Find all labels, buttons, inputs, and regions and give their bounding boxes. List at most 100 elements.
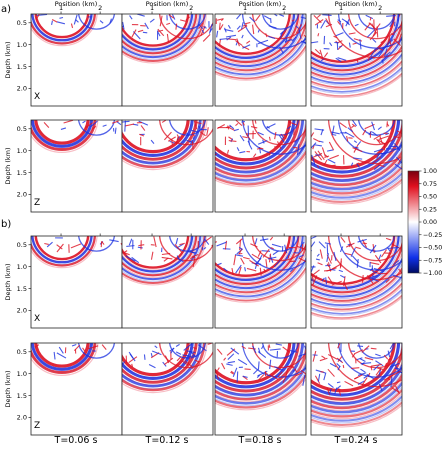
scatter-noise	[369, 267, 374, 272]
scatter-noise	[60, 127, 67, 130]
scatter-noise	[257, 131, 264, 136]
scatter-noise	[140, 125, 146, 131]
scatter-noise	[114, 127, 117, 134]
x-axis-label: Position (km)	[239, 0, 282, 8]
wavefront-halo	[311, 181, 402, 205]
scatter-noise	[44, 242, 49, 245]
scatter-noise	[230, 370, 235, 374]
colorbar-tick-label: −1.00	[423, 270, 442, 277]
x-tick-label: 1	[59, 4, 63, 12]
scatter-noise	[357, 238, 367, 243]
scatter-noise	[316, 253, 320, 257]
scatter-noise	[257, 39, 269, 45]
scatter-noise	[317, 373, 321, 382]
scatter-noise	[56, 244, 63, 250]
wavefront-arc	[158, 343, 213, 369]
wavefront-halo	[311, 14, 398, 65]
wavefront-halo	[215, 147, 306, 184]
scatter-noise	[175, 343, 180, 347]
wavefront-arc	[337, 236, 402, 271]
scatter-noise	[224, 28, 234, 32]
scatter-noise	[192, 135, 195, 140]
scatter-noise	[122, 25, 125, 28]
scatter-noise	[197, 344, 207, 352]
scatter-noise	[90, 120, 98, 128]
scatter-noise	[274, 14, 278, 17]
scatter-noise	[235, 122, 239, 127]
scatter-noise	[191, 129, 199, 133]
scatter-noise	[357, 141, 362, 146]
y-tick-label: 0.5	[17, 19, 27, 27]
scatter-noise	[227, 353, 235, 360]
scatter-noise	[295, 372, 303, 377]
scatter-noise	[324, 269, 332, 272]
wavefront-arc	[311, 373, 402, 410]
scatter-noise	[215, 241, 217, 243]
scatter-noise	[70, 23, 74, 29]
wavefront-halo	[215, 343, 306, 399]
scatter-noise	[285, 132, 288, 140]
scatter-noise	[207, 343, 212, 345]
wavefront-arc	[311, 66, 402, 93]
scatter-noise	[163, 131, 172, 141]
scatter-noise	[361, 345, 370, 353]
scatter-noise	[268, 136, 271, 141]
wavefield-panel	[214, 119, 307, 213]
scatter-noise	[170, 347, 175, 354]
scatter-noise	[196, 121, 202, 125]
wavefront-arc	[215, 343, 292, 385]
scatter-noise	[274, 259, 281, 268]
scatter-noise	[290, 349, 298, 353]
scatter-noise	[254, 257, 262, 265]
scatter-noise	[56, 21, 66, 25]
scatter-noise	[357, 345, 364, 347]
scatter-noise	[294, 368, 298, 373]
scatter-noise	[251, 24, 255, 35]
scatter-noise	[324, 154, 329, 158]
scatter-noise	[150, 353, 153, 357]
scatter-noise	[369, 262, 380, 265]
wavefront-arc	[337, 343, 402, 378]
scatter-noise	[241, 345, 246, 350]
scatter-noise	[311, 241, 316, 249]
scatter-noise	[327, 158, 336, 164]
scatter-noise	[122, 361, 126, 366]
wavefront-halo	[311, 163, 402, 193]
y-tick-label: 1.0	[17, 370, 27, 378]
scatter-noise	[216, 348, 223, 355]
scatter-noise	[300, 16, 306, 19]
scatter-noise	[396, 130, 402, 135]
wavefront-halo	[122, 236, 192, 271]
colorbar: 1.00 0.75 0.50 0.25 0.00 −0.25 −0.50 −0.75 −1.00	[407, 168, 442, 277]
scatter-noise	[237, 25, 248, 33]
wavefront-arc	[215, 34, 306, 76]
scatter-noise	[386, 15, 396, 17]
wavefront-halo	[215, 47, 306, 81]
wavefront-arc	[241, 343, 306, 378]
wavefront-halo	[122, 236, 200, 279]
scatter-noise	[331, 164, 336, 167]
wavefront-arc	[168, 343, 207, 359]
scatter-noise	[244, 267, 247, 272]
wavefront-halo	[215, 155, 306, 188]
scatter-noise	[314, 48, 321, 55]
scatter-noise	[385, 51, 391, 57]
scatter-noise	[326, 387, 331, 396]
scatter-noise	[390, 362, 400, 368]
scatter-noise	[230, 371, 235, 375]
wavefront-arc	[31, 120, 94, 148]
wavefront-arc	[31, 236, 93, 264]
scatter-noise	[278, 134, 285, 143]
scatter-noise	[354, 376, 359, 380]
scatter-noise	[265, 33, 268, 38]
wavefront-arc	[215, 236, 304, 290]
wavefront-halo	[215, 14, 297, 61]
scatter-noise	[191, 141, 194, 150]
wavefront-arc	[311, 52, 402, 85]
colorbar-tick-label: −0.50	[423, 245, 442, 252]
wavefront-arc	[311, 343, 396, 393]
colorbar-tick-label: 0.75	[423, 181, 437, 188]
scatter-noise	[229, 124, 235, 130]
scatter-noise	[164, 357, 174, 365]
scatter-noise	[91, 125, 97, 130]
